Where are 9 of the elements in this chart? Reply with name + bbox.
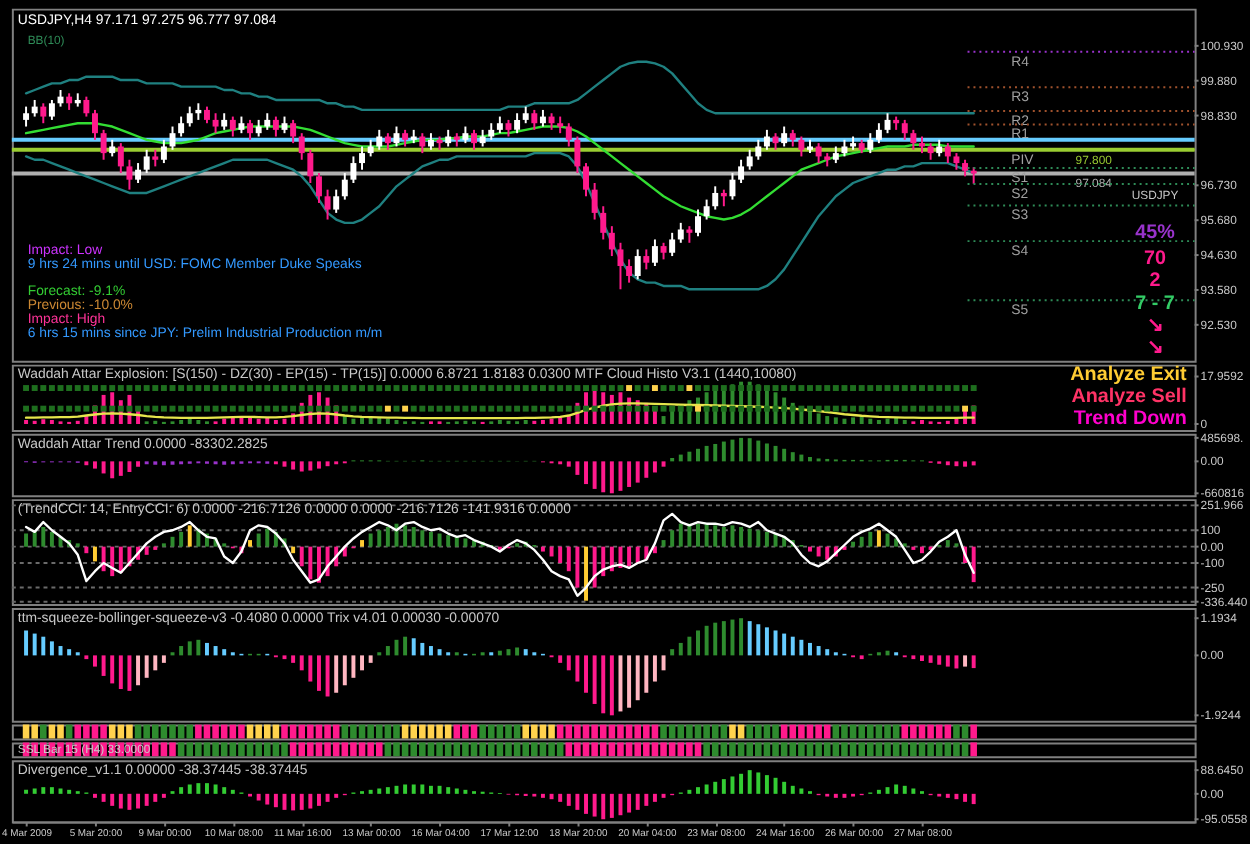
annotation: ↘	[1147, 315, 1164, 338]
annotation: 2	[1149, 269, 1162, 292]
annotation: Analyze Sell	[1071, 386, 1188, 409]
annotation: Analyze Exit	[1070, 364, 1189, 387]
annotation: 7 - 7	[1135, 293, 1176, 316]
annotation: ↘	[1147, 336, 1164, 359]
annotation: 70	[1144, 247, 1168, 270]
annotation: 45%	[1135, 222, 1176, 245]
annotation: Trend Down	[1073, 407, 1187, 430]
